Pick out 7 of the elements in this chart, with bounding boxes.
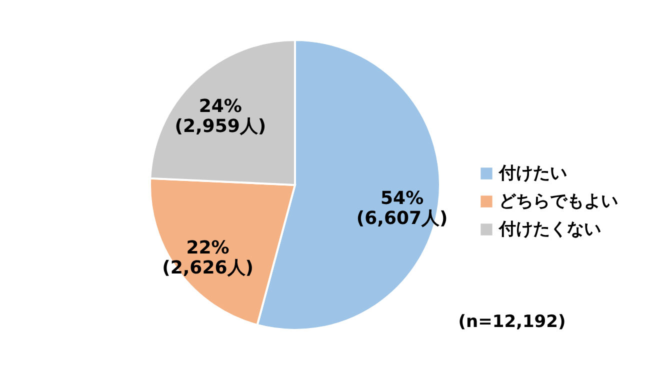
legend-label: 付けたくない [498, 220, 601, 240]
data-label: 24% (2,959人) [174, 96, 266, 137]
legend-label: 付けたい [498, 164, 567, 184]
legend-label: どちらでもよい [499, 192, 618, 212]
data-label: 22% (2,626人) [162, 238, 254, 279]
text: (n=12,192) [458, 312, 566, 332]
data-label: 54% (6,607人) [356, 188, 448, 230]
